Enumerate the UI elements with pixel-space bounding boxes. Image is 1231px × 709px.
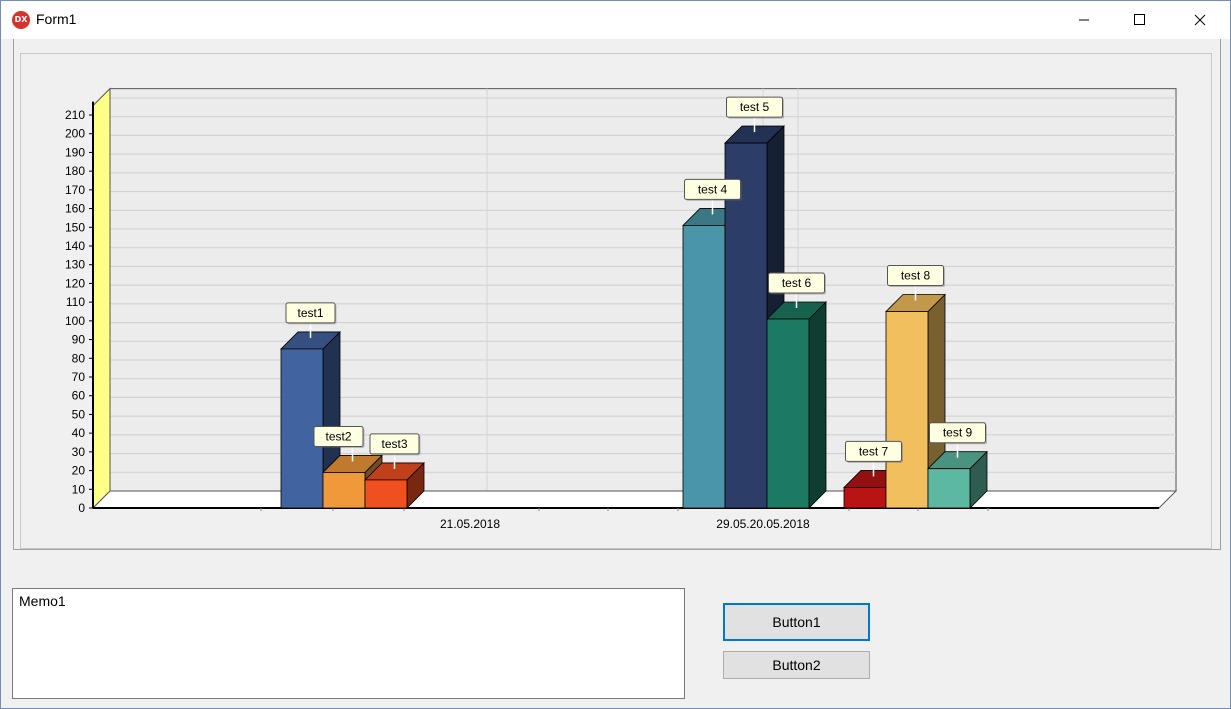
button1[interactable]: Button1 [723, 603, 870, 641]
app-icon: DX [12, 11, 30, 29]
y-tick-label: 80 [72, 351, 86, 365]
data-label-box [768, 272, 825, 294]
bar [766, 318, 810, 509]
minimize-button[interactable] [1061, 1, 1107, 39]
data-label-box [313, 425, 364, 447]
y-tick-label: 110 [66, 295, 85, 309]
y-tick-label: 160 [65, 202, 85, 216]
maximize-button[interactable] [1117, 1, 1163, 39]
data-label-box [929, 422, 986, 444]
data-label: test 9 [943, 426, 973, 440]
y-tick-label: 210 [65, 108, 85, 122]
y-tick-label: 40 [72, 426, 86, 440]
data-label-box [887, 265, 944, 286]
bar [322, 472, 366, 509]
bar [843, 487, 887, 509]
y-tick-label: 100 [65, 314, 85, 328]
y-tick-label: 130 [65, 258, 85, 272]
bar [364, 479, 408, 509]
y-tick-label: 20 [72, 464, 86, 478]
x-tick-label: 21.05.2018 [440, 517, 500, 531]
y-tick-label: 150 [65, 220, 85, 234]
bar-side [808, 301, 827, 509]
data-label-box [369, 433, 420, 455]
data-label: test1 [297, 306, 323, 320]
bar [885, 311, 929, 509]
close-button[interactable] [1177, 1, 1223, 39]
memo-text: Memo1 [19, 593, 66, 609]
y-tick-label: 180 [65, 164, 85, 178]
chart-frame [20, 53, 1212, 549]
data-label: test 6 [782, 276, 812, 290]
maximize-icon [1134, 14, 1145, 25]
data-label-box [845, 440, 902, 462]
y-tick-label: 30 [72, 445, 86, 459]
data-label: test 5 [740, 100, 770, 114]
bar-chart: 0 10 20 30 40 50 60 70 80 90 100 110 120 130 140 150 160… [65, 87, 1178, 531]
bar [682, 225, 726, 509]
close-icon [1194, 14, 1206, 26]
y-tick-label: 170 [65, 183, 85, 197]
y-tick-label: 70 [72, 370, 86, 384]
data-label: test 8 [901, 269, 931, 283]
minimize-icon [1079, 19, 1089, 21]
data-label-box [726, 96, 783, 118]
chart-panel [13, 39, 1221, 550]
y-tick-label: 120 [65, 276, 85, 290]
y-tick-label: 10 [72, 482, 86, 496]
bar [927, 468, 971, 509]
data-label: test2 [325, 429, 351, 443]
chart-left-wall [92, 87, 111, 510]
window-title: Form1 [36, 11, 77, 27]
y-tick-label: 90 [72, 333, 86, 347]
y-tick-label: 50 [72, 407, 86, 421]
memo-textbox[interactable]: Memo1 [12, 588, 685, 699]
x-tick-label: 29.05.20.05.2018 [716, 517, 810, 531]
chart-back-wall [109, 88, 1177, 492]
data-label: test 4 [698, 182, 728, 196]
data-label-box [684, 178, 741, 200]
y-tick-label: 200 [65, 127, 85, 141]
button2[interactable]: Button2 [723, 651, 870, 679]
y-tick-label: 190 [65, 145, 85, 159]
y-tick-label: 60 [72, 389, 86, 403]
data-label: test 7 [859, 444, 889, 458]
bar [724, 142, 768, 509]
title-bar[interactable]: DX Form1 [1, 1, 1230, 39]
y-tick-label: 140 [65, 239, 85, 253]
y-tick-label: 0 [78, 501, 85, 515]
data-label-box [285, 302, 336, 324]
chart-floor [91, 490, 1178, 509]
data-label: test3 [381, 437, 407, 451]
